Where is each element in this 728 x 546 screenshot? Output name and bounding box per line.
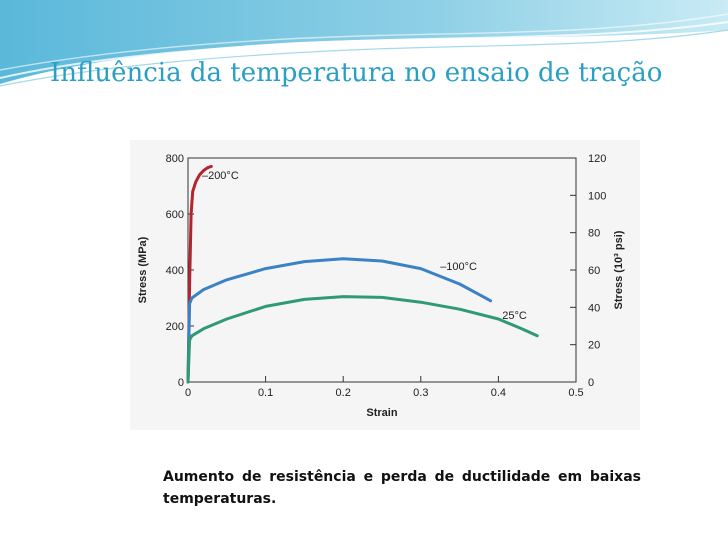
slide-title: Influência da temperatura no ensaio de t… <box>50 58 663 88</box>
y-tick-label: 600 <box>166 209 184 221</box>
series-annotation-2: 25°C <box>502 310 527 322</box>
x-tick-label: 0.5 <box>568 387 583 399</box>
y-axis-label: Stress (MPa) <box>137 236 149 303</box>
wave-line <box>0 13 728 71</box>
wave-line <box>0 21 728 79</box>
wave-line <box>0 29 728 87</box>
y-tick-label: 400 <box>166 265 184 277</box>
x-tick-label: 0.3 <box>413 387 428 399</box>
y2-tick-label: 20 <box>588 340 600 352</box>
plot-frame <box>187 157 577 383</box>
wave-band <box>0 0 728 84</box>
header-wave-decoration <box>0 0 728 87</box>
y2-tick-label: 100 <box>588 190 606 202</box>
y2-tick-label: 0 <box>588 377 594 389</box>
x-tick-label: 0.1 <box>258 387 273 399</box>
y-tick-label: 0 <box>178 377 184 389</box>
slide-caption: Aumento de resistência e perda de ductil… <box>163 469 641 507</box>
series-line-2 <box>186 295 539 384</box>
series-annotation-0: –200°C <box>202 170 239 182</box>
x-tick-label: 0.4 <box>491 387 506 399</box>
stress-strain-chart: 0 0.1 0.2 0.3 0.4 0.5 0 200 400 600 800 0 20 40 60 80 10… <box>137 153 625 419</box>
y2-tick-label: 80 <box>588 228 600 240</box>
series-annotation-1: –100°C <box>440 261 477 273</box>
chart-panel: 0 0.1 0.2 0.3 0.4 0.5 0 200 400 600 800 0 20 40 60 80 10… <box>130 140 640 430</box>
series-line-0 <box>186 164 213 384</box>
y2-axis-label: Stress (10³ psi) <box>613 230 625 309</box>
y-tick-label: 800 <box>166 153 184 165</box>
y2-tick-label: 40 <box>588 302 600 314</box>
x-axis-label: Strain <box>366 407 397 419</box>
series-line-1 <box>186 257 493 384</box>
x-tick-label: 0 <box>185 387 191 399</box>
x-tick-label: 0.2 <box>336 387 351 399</box>
y2-tick-label: 120 <box>588 153 606 165</box>
y2-tick-label: 60 <box>588 265 600 277</box>
y-tick-label: 200 <box>166 321 184 333</box>
